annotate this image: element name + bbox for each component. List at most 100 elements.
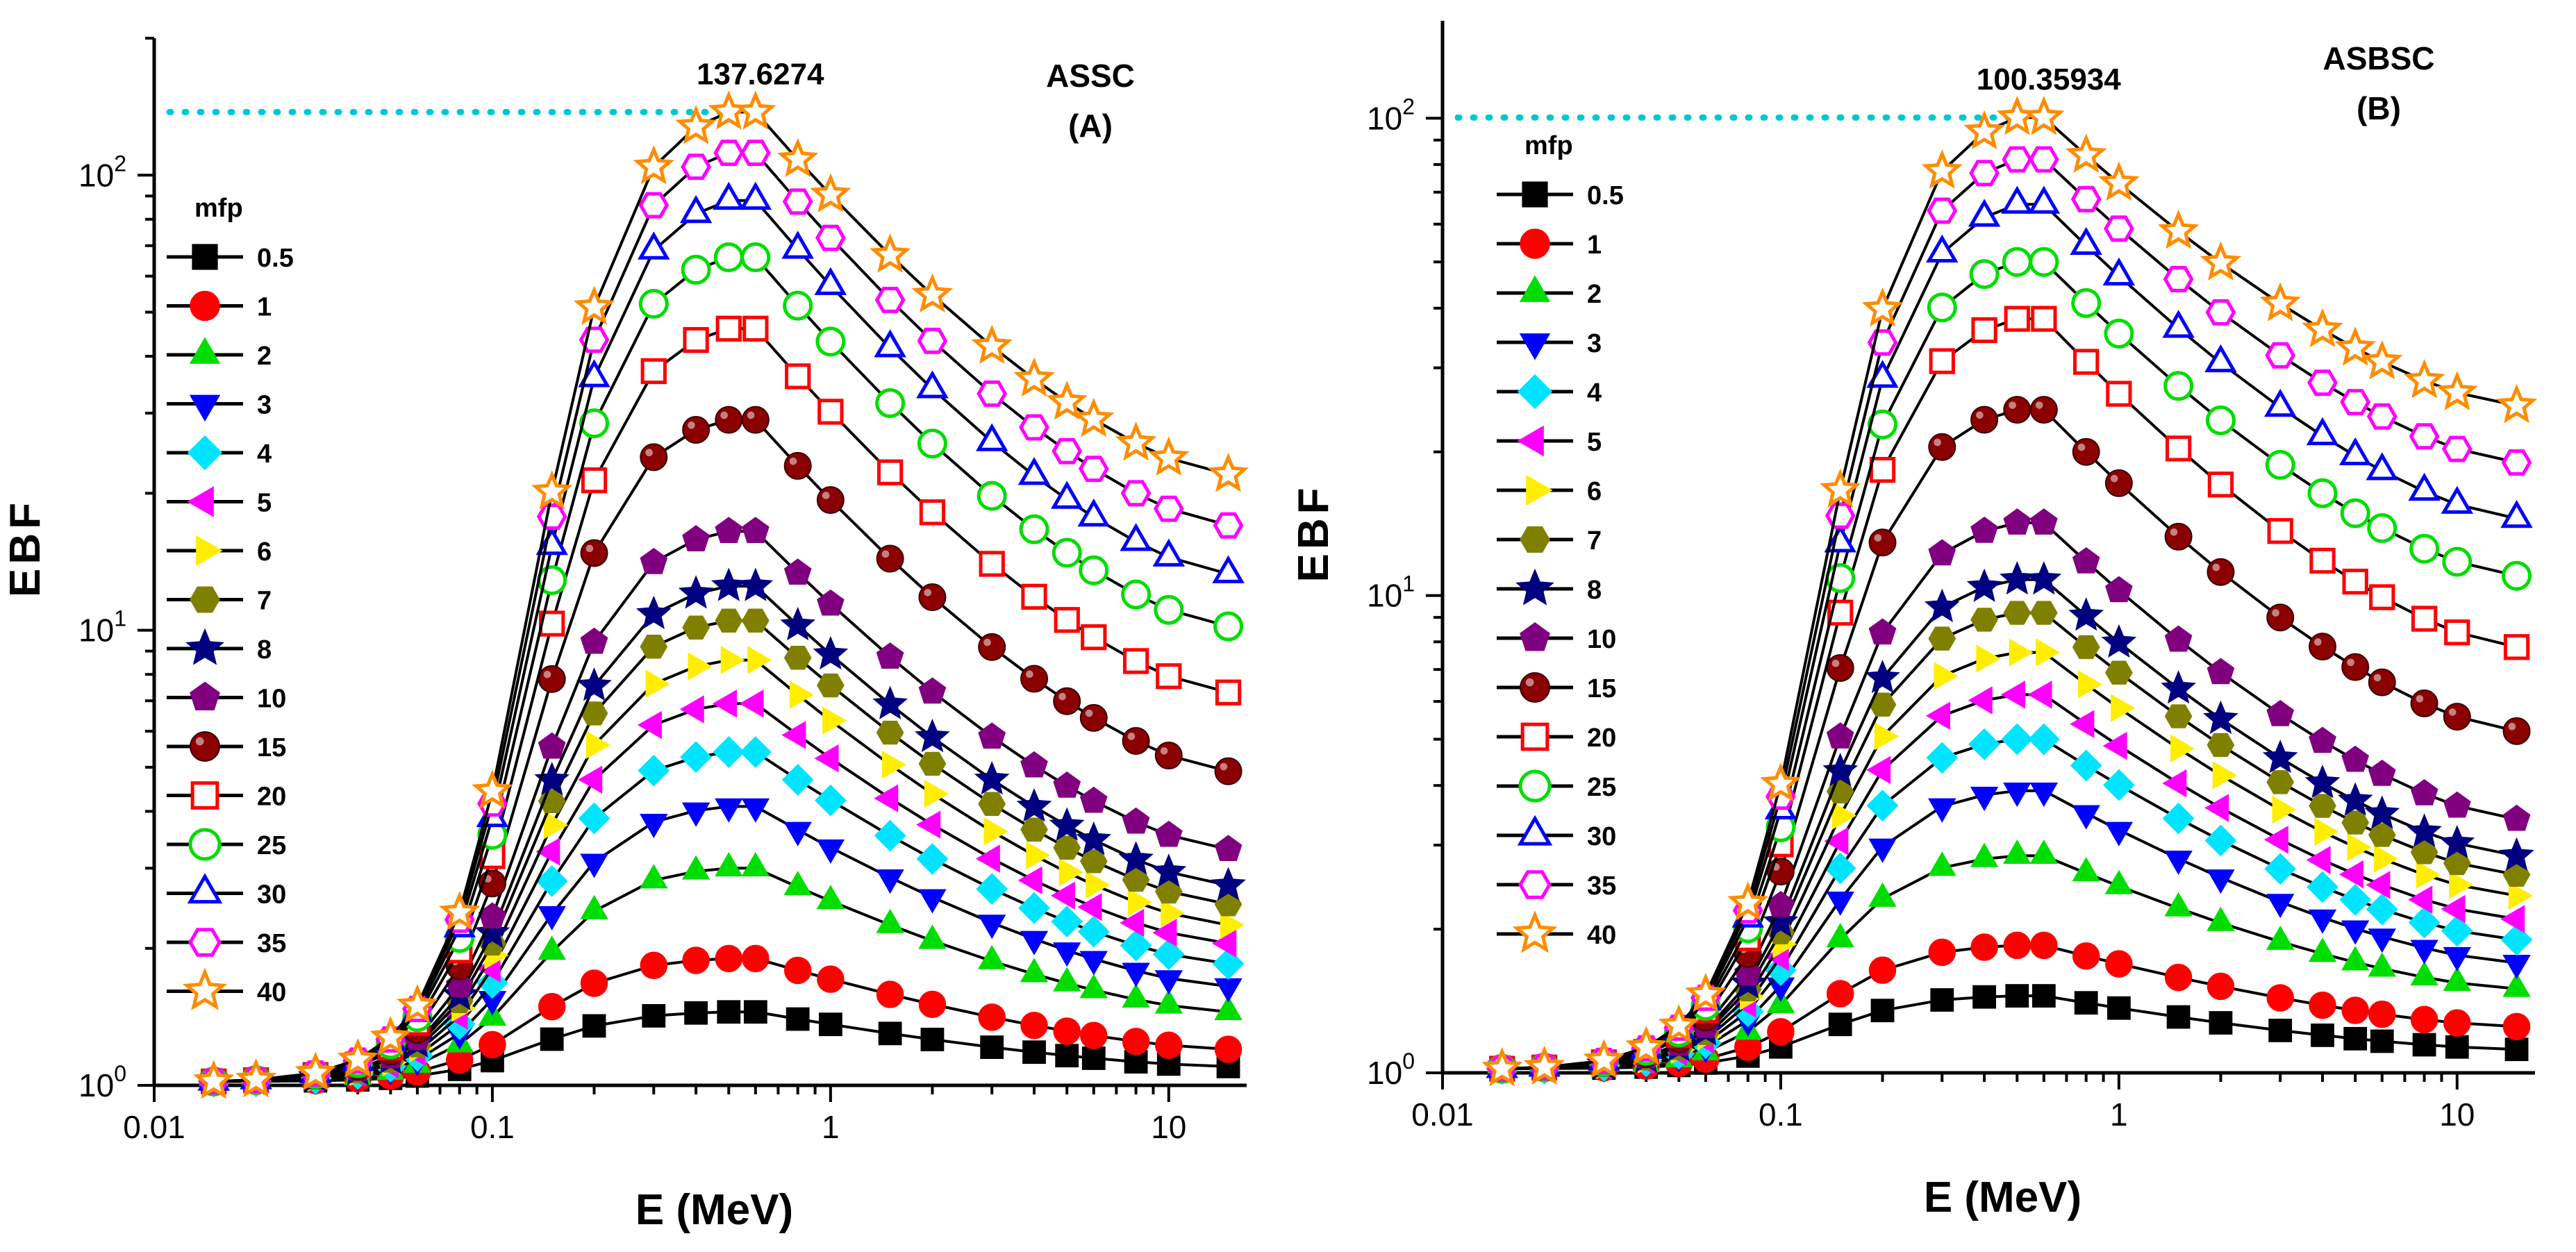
panel-a-data-point: [1080, 1021, 1108, 1049]
panel-b-data-point: [2368, 928, 2396, 953]
panel-b-data-point: [2263, 825, 2288, 854]
panel-a-data-point: [1152, 919, 1177, 947]
panel-b-data-point: [2268, 1019, 2293, 1042]
panel-a-data-point: [1214, 1035, 1243, 1063]
panel-a-data-point: [540, 1027, 564, 1051]
panel-b-data-point: [2441, 485, 2474, 514]
panel-a-data-point: [675, 105, 717, 144]
panel-a-data-point: [678, 575, 714, 609]
panel-b-data-point: [2499, 837, 2534, 871]
panel-a-data-point: [635, 595, 672, 629]
panel-b-legend-item: 4: [1497, 374, 1602, 410]
panel-b-data-point: [2157, 209, 2200, 249]
panel-a-data-point: [741, 608, 770, 633]
panel-a-data-point: [742, 517, 770, 544]
panel-b-data-point: [2027, 185, 2061, 214]
panel-a-data-point: [916, 843, 949, 875]
panel-a-legend-label: 7: [257, 587, 272, 616]
panel-a-data-point: [708, 90, 749, 130]
panel-a-data-point: [876, 869, 904, 894]
panel-a-data-point: [783, 558, 812, 585]
panel-b-data-point: [2416, 860, 2441, 889]
panel-b-data-point: [2204, 344, 2237, 373]
panel-a-data-point: [1020, 930, 1049, 955]
panel-a-data-point: [576, 667, 612, 701]
panel-a-data-point: [538, 665, 566, 693]
panel-b-data-point: [2503, 634, 2530, 660]
panel-b-data-point: [2366, 871, 2391, 899]
panel-b-data-point: [1820, 468, 1861, 508]
panel-a-data-point: [876, 459, 904, 485]
panel-a-data-point: [712, 689, 737, 718]
panel-a-legend-marker: [187, 873, 223, 904]
panel-a-data-point: [1153, 495, 1184, 522]
panel-b-data-point: [1968, 686, 1993, 715]
panel-a-y-tick-label: 101: [78, 606, 126, 649]
panel-a-data-point: [1053, 1017, 1081, 1045]
panel-b-data-point: [2410, 778, 2438, 806]
panel-a-legend-label: 25: [257, 831, 286, 860]
panel-b-legend-label: 5: [1587, 428, 1602, 457]
panel-b-data-point: [2307, 478, 2338, 508]
panel-a-data-point: [1151, 853, 1187, 887]
panel-b-data-point: [1969, 160, 2000, 187]
panel-a-data-point: [814, 744, 839, 773]
panel-b-data-point: [2341, 920, 2370, 945]
panel-a-data-point: [1019, 514, 1049, 544]
panel-a-data-point: [978, 915, 1006, 940]
panel-b-data-point: [2307, 369, 2338, 397]
panel-a-data-point: [1052, 437, 1083, 465]
panel-a-data-point: [578, 765, 603, 794]
panel-a-title: ASSC: [1046, 58, 1135, 94]
panel-b-data-point: [1928, 433, 1956, 461]
panel-b-data-point: [2104, 469, 2133, 497]
panel-a-data-point: [1079, 951, 1108, 976]
panel-a-data-point: [640, 443, 668, 471]
panel-a-data-point: [1050, 481, 1083, 509]
panel-b-data-point: [2003, 396, 2031, 424]
panel-b-legend-marker: [1519, 275, 1551, 302]
panel-b-data-point: [1625, 1026, 1667, 1065]
panel-b-data-point: [1826, 980, 1854, 1008]
panel-b-data-point: [2265, 342, 2296, 369]
panel-a-data-point: [1053, 967, 1081, 992]
panel-a-data-point: [1016, 788, 1052, 822]
panel-b-legend-label: 7: [1587, 526, 1602, 556]
panel-b-data-point: [2436, 371, 2478, 410]
panel-a-data-point: [783, 821, 812, 846]
panel-b-data-point: [2105, 576, 2133, 603]
panel-b-data-point: [2306, 846, 2331, 874]
panel-b-data-point: [1996, 96, 2038, 135]
panel-b-data-point: [1765, 954, 1797, 986]
panel-b-data-point: [2262, 740, 2298, 774]
panel-b-data-point: [2411, 606, 2438, 632]
panel-b-legend-label: 15: [1587, 674, 1616, 703]
panel-a-legend-item: 25: [167, 828, 286, 861]
panel-a-data-point: [639, 814, 668, 839]
panel-b-data-point: [2105, 660, 2133, 685]
panel-b-data-point: [2200, 241, 2242, 281]
panel-b-data-point: [1970, 787, 1999, 812]
panel-a-data-point: [640, 951, 668, 980]
panel-a-legend-item: 7: [167, 587, 272, 616]
panel-b-legend-label: 2: [1587, 280, 1602, 309]
panel-b-data-point: [1968, 199, 2001, 227]
panel-a-data-point: [715, 406, 743, 434]
panel-b-data-point: [2023, 96, 2065, 135]
panel-a-data-point: [878, 1021, 902, 1046]
panel-b-data-point: [2366, 403, 2398, 430]
panel-b-y-axis-title: EBF: [1290, 484, 1338, 583]
panel-b-legend-marker: [1520, 526, 1550, 553]
panel-a-data-point: [713, 140, 745, 166]
panel-a-x-tick-label: 1: [822, 1109, 840, 1145]
panel-b-data-point: [2441, 915, 2473, 947]
panel-a-data-point: [1055, 1044, 1079, 1068]
panel-a-data-point: [1017, 457, 1051, 485]
panel-b-data-point: [2449, 871, 2474, 899]
panel-b-data-point: [2164, 963, 2193, 992]
panel-b-legend-item: 7: [1497, 526, 1602, 556]
panel-a-data-point: [715, 608, 743, 633]
panel-b-data-point: [1825, 502, 1856, 529]
panel-a-legend-item: 2: [167, 337, 272, 371]
panel-b-data-point: [2003, 839, 2031, 865]
